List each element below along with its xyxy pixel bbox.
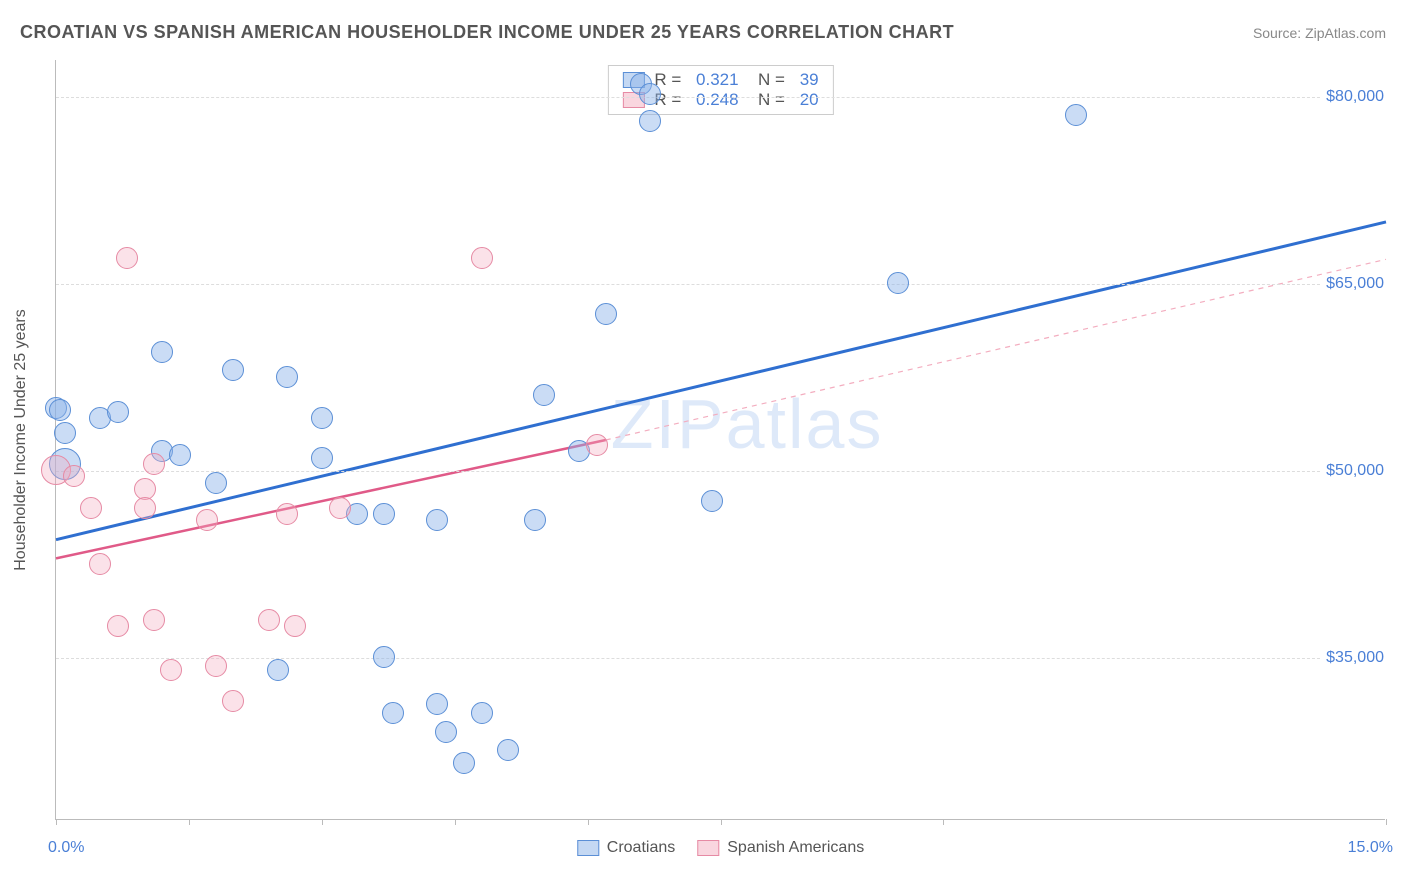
trendlines: [56, 60, 1386, 820]
x-tick: [1386, 819, 1387, 825]
data-point: [524, 509, 546, 531]
data-point: [471, 702, 493, 724]
x-tick: [56, 819, 57, 825]
data-point: [1065, 104, 1087, 126]
data-point: [311, 447, 333, 469]
data-point: [205, 655, 227, 677]
data-point: [426, 509, 448, 531]
data-point: [63, 465, 85, 487]
data-point: [205, 472, 227, 494]
data-point: [887, 272, 909, 294]
gridline: [56, 284, 1385, 285]
data-point: [107, 615, 129, 637]
data-point: [107, 401, 129, 423]
data-point: [54, 422, 76, 444]
data-point: [89, 553, 111, 575]
data-point: [435, 721, 457, 743]
data-point: [143, 609, 165, 631]
data-point: [373, 503, 395, 525]
gridline: [56, 97, 1385, 98]
data-point: [382, 702, 404, 724]
y-tick-label: $80,000: [1320, 88, 1390, 106]
x-tick: [943, 819, 944, 825]
data-point: [143, 453, 165, 475]
legend-label: Croatians: [607, 839, 675, 857]
data-point: [311, 407, 333, 429]
gridline: [56, 658, 1385, 659]
y-tick-label: $50,000: [1320, 462, 1390, 480]
data-point: [276, 366, 298, 388]
legend-label: Spanish Americans: [727, 839, 864, 857]
chart-source: Source: ZipAtlas.com: [1253, 25, 1386, 41]
series-legend: Croatians Spanish Americans: [577, 839, 864, 857]
chart-title: CROATIAN VS SPANISH AMERICAN HOUSEHOLDER…: [20, 22, 954, 43]
x-max-label: 15.0%: [1348, 839, 1393, 857]
swatch-pink-icon: [697, 840, 719, 856]
data-point: [373, 646, 395, 668]
legend-item: Spanish Americans: [697, 839, 864, 857]
data-point: [639, 83, 661, 105]
data-point: [116, 247, 138, 269]
data-point: [471, 247, 493, 269]
chart-header: CROATIAN VS SPANISH AMERICAN HOUSEHOLDER…: [20, 22, 1386, 43]
data-point: [134, 497, 156, 519]
data-point: [222, 690, 244, 712]
data-point: [701, 490, 723, 512]
data-point: [258, 609, 280, 631]
data-point: [267, 659, 289, 681]
data-point: [639, 110, 661, 132]
data-point: [453, 752, 475, 774]
y-axis-label: Householder Income Under 25 years: [12, 309, 30, 570]
data-point: [169, 444, 191, 466]
data-point: [80, 497, 102, 519]
data-point: [497, 739, 519, 761]
data-point: [222, 359, 244, 381]
x-tick: [455, 819, 456, 825]
data-point: [49, 399, 71, 421]
y-tick-label: $35,000: [1320, 649, 1390, 667]
data-point: [276, 503, 298, 525]
x-min-label: 0.0%: [48, 839, 84, 857]
data-point: [329, 497, 351, 519]
x-tick: [322, 819, 323, 825]
data-point: [586, 434, 608, 456]
data-point: [151, 341, 173, 363]
chart-area: Householder Income Under 25 years R = 0.…: [55, 60, 1385, 820]
y-tick-label: $65,000: [1320, 275, 1390, 293]
data-point: [595, 303, 617, 325]
x-tick: [189, 819, 190, 825]
swatch-blue-icon: [577, 840, 599, 856]
x-tick: [588, 819, 589, 825]
legend-item: Croatians: [577, 839, 675, 857]
data-point: [196, 509, 218, 531]
data-point: [533, 384, 555, 406]
data-point: [160, 659, 182, 681]
x-tick: [721, 819, 722, 825]
data-point: [426, 693, 448, 715]
data-point: [284, 615, 306, 637]
gridline: [56, 471, 1385, 472]
